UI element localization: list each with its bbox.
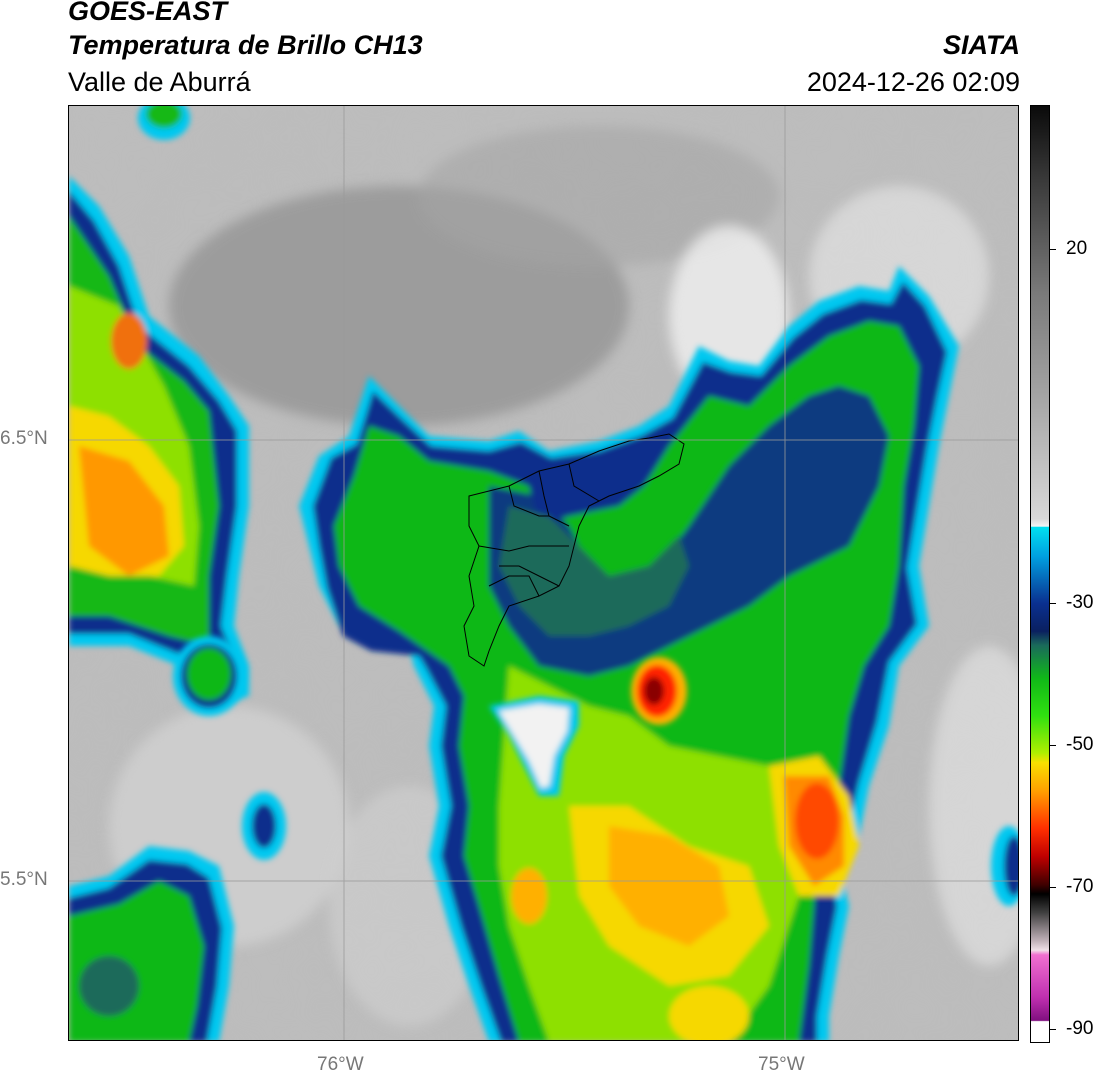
- west-storm: [69, 176, 249, 706]
- main-storm: [299, 266, 959, 1040]
- colorbar-tick: [1050, 1029, 1056, 1030]
- gridlines: [69, 106, 1018, 1040]
- region-subtitle: Valle de Aburrá: [68, 67, 251, 97]
- southwest-storm: [69, 846, 234, 1040]
- boundary-line: [499, 565, 560, 587]
- colorbar-tick: [1050, 603, 1056, 604]
- aburra-outline: [463, 433, 685, 667]
- lat-label-5-5n: 5.5°N: [0, 869, 48, 890]
- colorbar-gradient: [1031, 106, 1049, 1042]
- lon-label-76w: 76°W: [317, 1054, 364, 1075]
- boundary-line: [478, 545, 569, 552]
- satellite-map[interactable]: [68, 105, 1019, 1041]
- boundary-line: [508, 485, 549, 517]
- colorbar-tick: [1050, 249, 1056, 250]
- lon-label-75w: 75°W: [758, 1054, 805, 1075]
- title-block: GOES-EAST Temperatura de Brillo CH13 Val…: [68, 0, 1020, 104]
- boundary-line: [568, 463, 600, 502]
- colorbar-label-20: 20: [1066, 238, 1088, 259]
- north-cell: [138, 106, 190, 140]
- hot-cell: [631, 657, 687, 725]
- municipality-outlines: [463, 433, 685, 667]
- colorbar-svg: [1031, 106, 1049, 1042]
- map-svg: [69, 106, 1018, 1040]
- colorbar-label-minus30: -30: [1066, 592, 1094, 613]
- satellite-title: GOES-EAST: [68, 0, 228, 26]
- cloud-gap: [489, 696, 579, 796]
- colorbar-label-minus50: -50: [1066, 734, 1094, 755]
- colorbar-label-minus90: -90: [1066, 1018, 1094, 1039]
- datetime-label: 2024-12-26 02:09: [806, 67, 1020, 97]
- small-cells: [173, 636, 1018, 906]
- product-title: Temperatura de Brillo CH13: [68, 30, 423, 60]
- colorbar-tick: [1050, 745, 1056, 746]
- organization-label: SIATA: [943, 30, 1020, 60]
- colorbar-label-minus70: -70: [1066, 876, 1094, 897]
- colorbar: [1030, 105, 1050, 1043]
- colorbar-tick: [1050, 887, 1056, 888]
- boundary-line: [538, 470, 570, 527]
- boundary-line: [488, 575, 540, 597]
- lat-label-6-5n: 6.5°N: [0, 428, 48, 449]
